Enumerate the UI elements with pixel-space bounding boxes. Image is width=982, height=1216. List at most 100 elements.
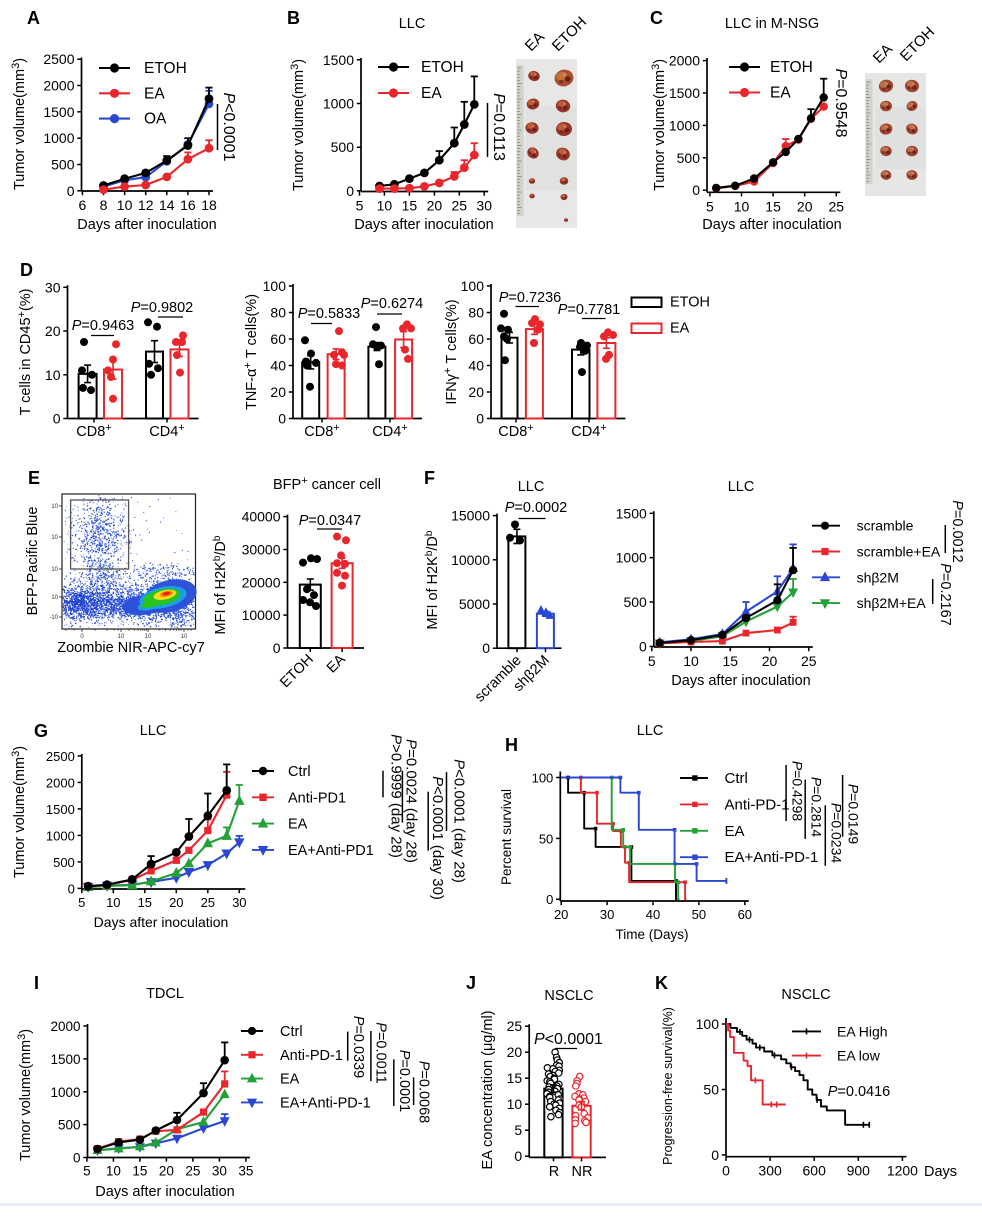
svg-text:Days after inoculation: Days after inoculation xyxy=(702,217,841,233)
svg-text:P=0.0347: P=0.0347 xyxy=(299,513,362,529)
svg-text:P=0.5833: P=0.5833 xyxy=(298,306,361,322)
svg-text:100: 100 xyxy=(461,278,485,294)
svg-text:1000: 1000 xyxy=(43,130,74,146)
svg-text:80: 80 xyxy=(468,305,484,321)
svg-text:D: D xyxy=(20,260,33,280)
svg-text:25: 25 xyxy=(452,198,468,214)
svg-text:10: 10 xyxy=(377,198,393,214)
svg-text:MFI of H2Kb/Db: MFI of H2Kb/Db xyxy=(212,535,229,634)
svg-text:F: F xyxy=(424,468,435,488)
svg-text:500: 500 xyxy=(331,139,355,155)
svg-text:B: B xyxy=(287,8,300,28)
svg-text:EA: EA xyxy=(670,321,690,337)
svg-text:500: 500 xyxy=(623,594,647,610)
svg-text:5: 5 xyxy=(356,198,364,214)
svg-text:40: 40 xyxy=(468,358,484,374)
svg-text:14: 14 xyxy=(159,197,175,213)
svg-text:20: 20 xyxy=(45,323,61,339)
svg-text:500: 500 xyxy=(51,157,75,173)
svg-text:60: 60 xyxy=(468,331,484,347)
svg-text:Days after inoculation: Days after inoculation xyxy=(77,217,216,233)
svg-text:LLC in M-NSG: LLC in M-NSG xyxy=(725,16,819,32)
svg-text:60: 60 xyxy=(270,331,286,347)
svg-text:P=0.7781: P=0.7781 xyxy=(558,302,621,318)
svg-text:15000: 15000 xyxy=(451,508,490,524)
svg-text:8: 8 xyxy=(100,197,108,213)
svg-text:20: 20 xyxy=(468,384,484,400)
svg-text:A: A xyxy=(27,8,40,28)
svg-text:0: 0 xyxy=(278,411,286,427)
svg-text:10: 10 xyxy=(51,504,58,510)
svg-text:10: 10 xyxy=(51,567,58,573)
svg-text:20000: 20000 xyxy=(242,574,281,590)
svg-text:P=0.9548: P=0.9548 xyxy=(832,69,849,138)
svg-text:30000: 30000 xyxy=(242,542,281,558)
svg-text:1000: 1000 xyxy=(669,117,700,133)
svg-text:Days after inoculation: Days after inoculation xyxy=(671,673,810,689)
svg-text:P=0.7236: P=0.7236 xyxy=(499,290,562,306)
svg-text:0: 0 xyxy=(482,640,490,656)
svg-text:P=0.0002: P=0.0002 xyxy=(505,500,568,516)
svg-text:40000: 40000 xyxy=(242,509,281,525)
svg-text:ETOH: ETOH xyxy=(144,60,187,77)
svg-text:MFI of H2Kb/Db: MFI of H2Kb/Db xyxy=(424,530,441,629)
svg-text:0: 0 xyxy=(273,640,281,656)
svg-text:20: 20 xyxy=(427,198,443,214)
svg-text:100: 100 xyxy=(263,278,287,294)
svg-text:30: 30 xyxy=(476,198,492,214)
svg-text:P=0.6274: P=0.6274 xyxy=(361,296,424,312)
svg-text:5: 5 xyxy=(648,653,656,669)
svg-text:E: E xyxy=(28,468,40,488)
svg-text:10: 10 xyxy=(45,367,61,383)
svg-text:Tumor volume(mm3): Tumor volume(mm3) xyxy=(10,58,28,190)
svg-text:25: 25 xyxy=(829,198,845,214)
svg-text:EA: EA xyxy=(144,85,165,102)
svg-text:15: 15 xyxy=(402,198,418,214)
svg-text:500: 500 xyxy=(677,150,701,166)
svg-text:10000: 10000 xyxy=(451,552,490,568)
svg-text:Zoombie NIR-APC-cy7: Zoombie NIR-APC-cy7 xyxy=(57,640,204,656)
svg-text:1500: 1500 xyxy=(43,104,74,120)
svg-text:25: 25 xyxy=(801,653,817,669)
svg-text:20: 20 xyxy=(270,384,286,400)
svg-text:1500: 1500 xyxy=(669,85,700,101)
svg-text:0: 0 xyxy=(67,183,75,199)
svg-text:20: 20 xyxy=(797,198,813,214)
svg-text:OA: OA xyxy=(144,111,167,128)
svg-text:ETOH: ETOH xyxy=(670,295,710,311)
svg-text:30: 30 xyxy=(45,279,61,295)
svg-text:10: 10 xyxy=(51,595,58,601)
svg-text:0: 0 xyxy=(692,182,700,198)
svg-text:P=0.9802: P=0.9802 xyxy=(131,300,194,316)
svg-text:ETOH: ETOH xyxy=(421,59,464,76)
svg-text:LLC: LLC xyxy=(518,479,545,495)
svg-text:Tumor volume(mm3): Tumor volume(mm3) xyxy=(289,59,307,191)
svg-text:10: 10 xyxy=(734,198,750,214)
svg-text:80: 80 xyxy=(270,305,286,321)
svg-text:P=0.0113: P=0.0113 xyxy=(490,93,507,161)
svg-text:Tumor volume(mm3): Tumor volume(mm3) xyxy=(650,59,668,191)
svg-text:LLC: LLC xyxy=(728,479,755,495)
svg-text:40: 40 xyxy=(270,358,286,374)
svg-text:ETOH: ETOH xyxy=(770,59,813,76)
svg-text:P=0.9463: P=0.9463 xyxy=(72,318,135,334)
svg-text:EA: EA xyxy=(421,85,442,102)
svg-text:5: 5 xyxy=(706,198,714,214)
svg-text:2000: 2000 xyxy=(43,78,74,94)
svg-text:T cells in CD45+(%): T cells in CD45+(%) xyxy=(16,288,34,415)
svg-text:15: 15 xyxy=(723,653,739,669)
svg-text:1000: 1000 xyxy=(616,550,647,566)
svg-text:BFP+ cancer cell: BFP+ cancer cell xyxy=(273,475,381,493)
svg-text:0: 0 xyxy=(639,638,647,654)
svg-text:6: 6 xyxy=(79,197,87,213)
svg-text:1500: 1500 xyxy=(616,505,647,521)
svg-text:2000: 2000 xyxy=(669,53,700,69)
svg-text:1500: 1500 xyxy=(323,52,354,68)
svg-text:0: 0 xyxy=(346,183,354,199)
svg-text:-10: -10 xyxy=(49,615,58,621)
svg-text:EA: EA xyxy=(770,85,791,102)
svg-text:Days after inoculation: Days after inoculation xyxy=(354,217,493,233)
svg-text:IFNγ+ T cells(%): IFNγ+ T cells(%) xyxy=(442,299,460,404)
svg-text:10: 10 xyxy=(51,535,58,541)
svg-text:0: 0 xyxy=(53,411,61,427)
